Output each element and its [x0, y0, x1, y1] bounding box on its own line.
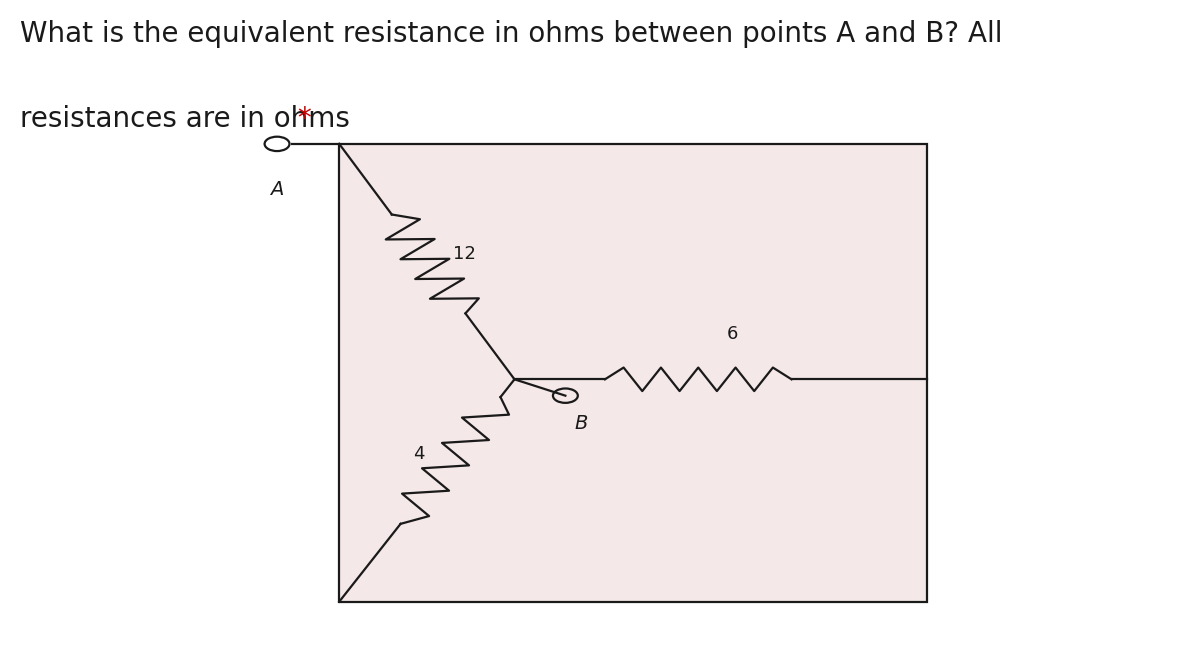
Text: 6: 6	[726, 325, 738, 343]
Text: 4: 4	[413, 445, 425, 463]
Text: B: B	[575, 414, 588, 433]
Text: 12: 12	[454, 245, 476, 263]
Text: *: *	[298, 105, 311, 133]
Text: What is the equivalent resistance in ohms between points A and B? All: What is the equivalent resistance in ohm…	[20, 20, 1003, 48]
Text: A: A	[270, 180, 283, 199]
Text: resistances are in ohms: resistances are in ohms	[20, 105, 359, 133]
FancyBboxPatch shape	[340, 144, 928, 602]
